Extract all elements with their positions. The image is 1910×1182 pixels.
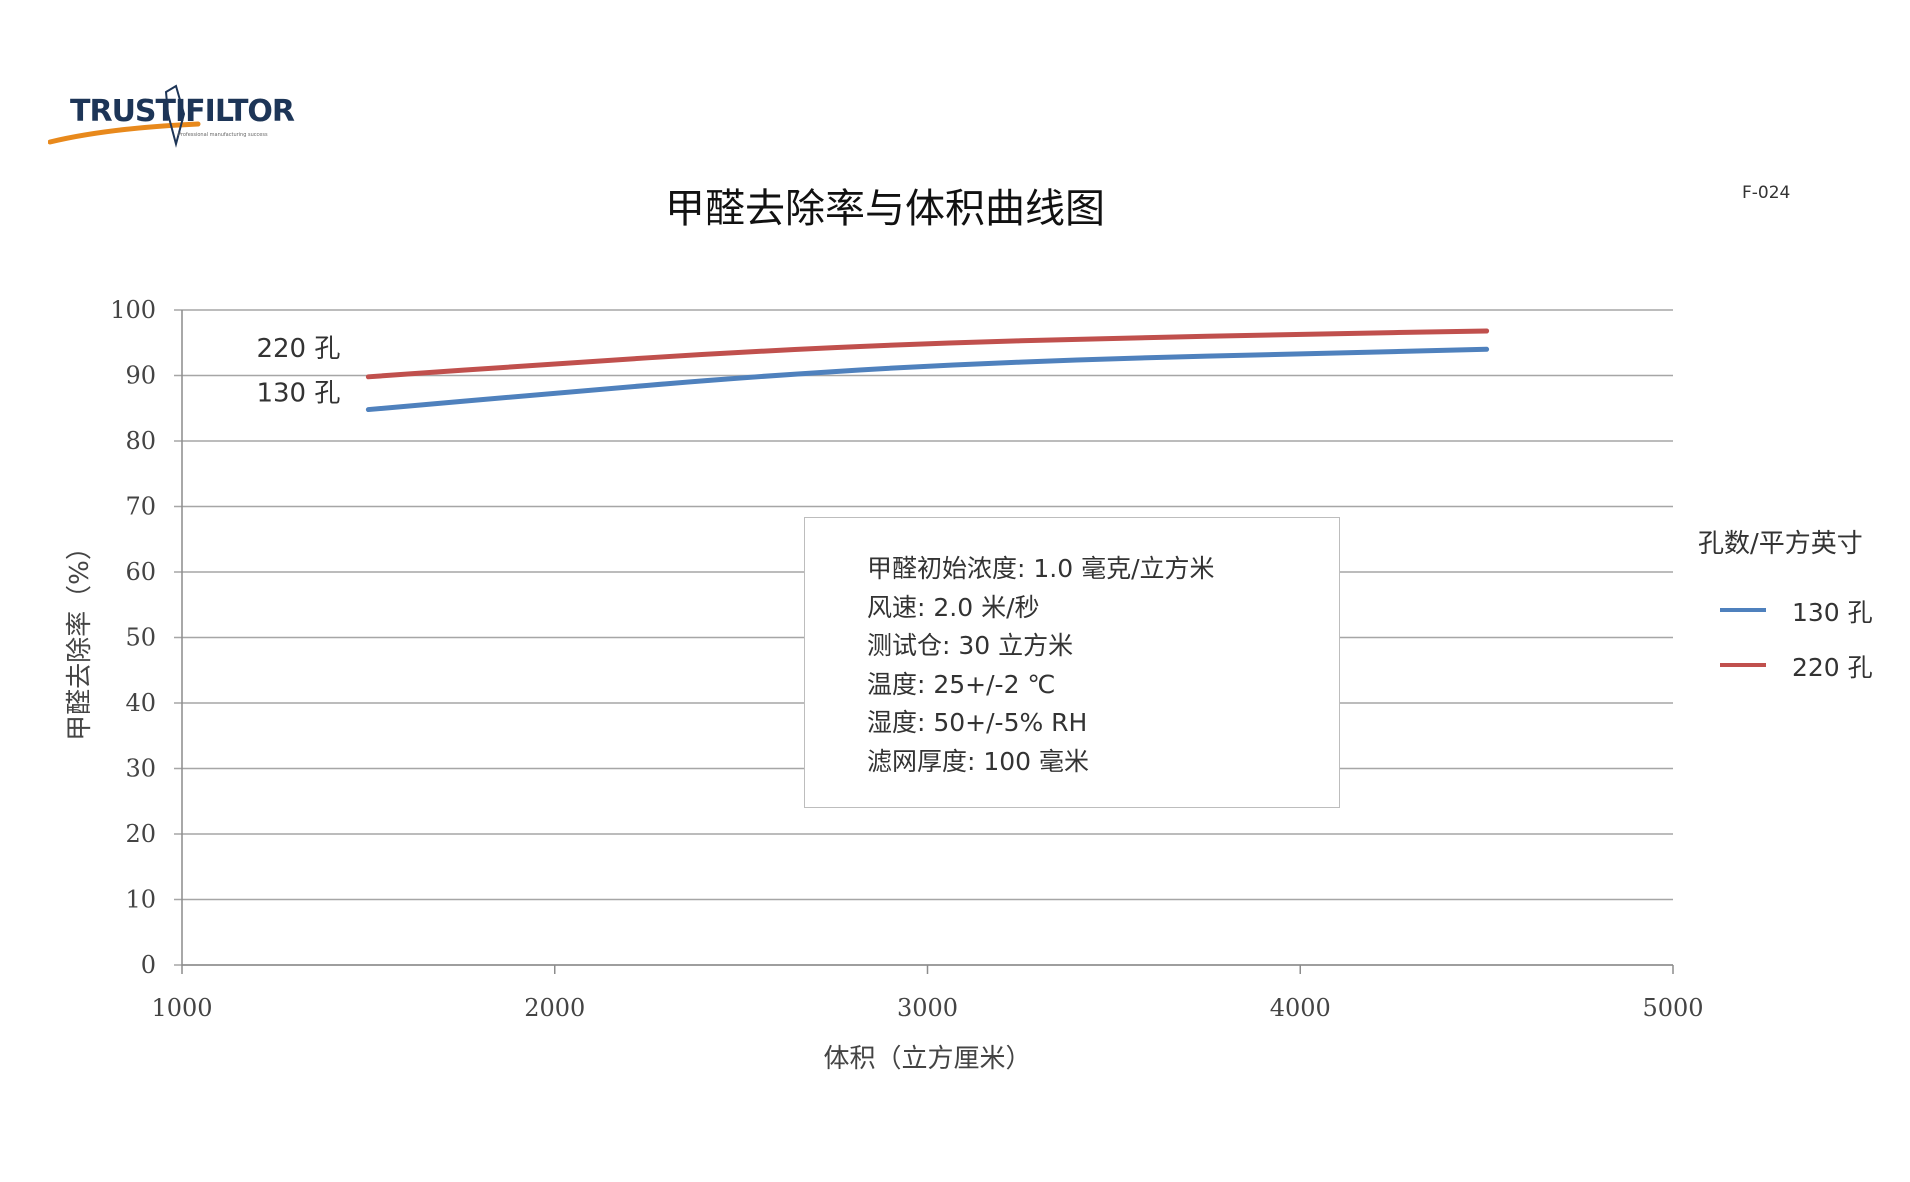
x-tick-label: 3000 [897,994,958,1022]
y-tick-label: 20 [125,820,156,848]
y-tick-label: 40 [125,689,156,717]
tick-labels: 0 10 20 30 40 50 60 70 80 90 100 1000 2000 3000 4000 50… [110,296,1703,1022]
y-tick-label: 60 [125,558,156,586]
y-tick-label: 70 [125,493,156,521]
y-tick-label: 10 [125,886,156,914]
series-inline-label-220: 220 孔 [256,334,340,364]
brand-logo: TRUSTIFILTOR Professional manufacturing … [48,84,295,154]
series-line-130 [365,346,1490,413]
axes [181,310,1674,974]
note-line: 甲醛初始浓度: 1.0 毫克/立方米 [867,554,1215,583]
note-line: 滤网厚度: 100 毫米 [867,746,1090,776]
y-tick-label: 0 [141,951,156,979]
legend-title: 孔数/平方英寸 [1698,529,1863,559]
note-line: 湿度: 50+/-5% RH [867,708,1088,737]
y-tick-label: 30 [125,755,156,783]
document-code: F-024 [1742,183,1791,203]
series-line-220 [365,328,1490,380]
y-tick-label: 50 [125,624,156,652]
series-lines: 130 孔 220 孔 [256,328,1490,413]
y-tick-label: 80 [125,427,156,455]
note-line: 温度: 25+/-2 ℃ [867,669,1056,699]
y-tick-label: 90 [125,362,156,390]
x-axis-title: 体积（立方厘米） [823,1044,1031,1074]
brand-name: TRUSTIFILTOR [70,94,295,129]
legend-label-220: 220 孔 [1792,653,1873,682]
brand-tagline: Professional manufacturing success [178,132,268,138]
note-line: 测试仓: 30 立方米 [867,631,1074,660]
legend-swatch-130 [1720,608,1766,612]
logo-swoosh-icon [48,84,201,148]
legend-label-130: 130 孔 [1792,598,1873,627]
x-tick-label: 4000 [1270,994,1331,1022]
y-axis-title: 甲醛去除率（%） [65,534,95,741]
legend-swatch-220 [1720,663,1766,667]
chart-legend: 孔数/平方英寸 130 孔 220 孔 [1690,515,1905,695]
x-tick-label: 1000 [151,994,212,1022]
x-tick-label: 5000 [1642,994,1703,1022]
y-tick-label: 100 [110,296,156,324]
test-conditions-box: 甲醛初始浓度: 1.0 毫克/立方米 风速: 2.0 米/秒 测试仓: 30 立… [804,517,1340,808]
x-tick-label: 2000 [524,994,585,1022]
note-line: 风速: 2.0 米/秒 [867,592,1040,622]
series-inline-label-130: 130 孔 [256,379,340,409]
chart-title: 甲醛去除率与体积曲线图 [665,186,1105,232]
